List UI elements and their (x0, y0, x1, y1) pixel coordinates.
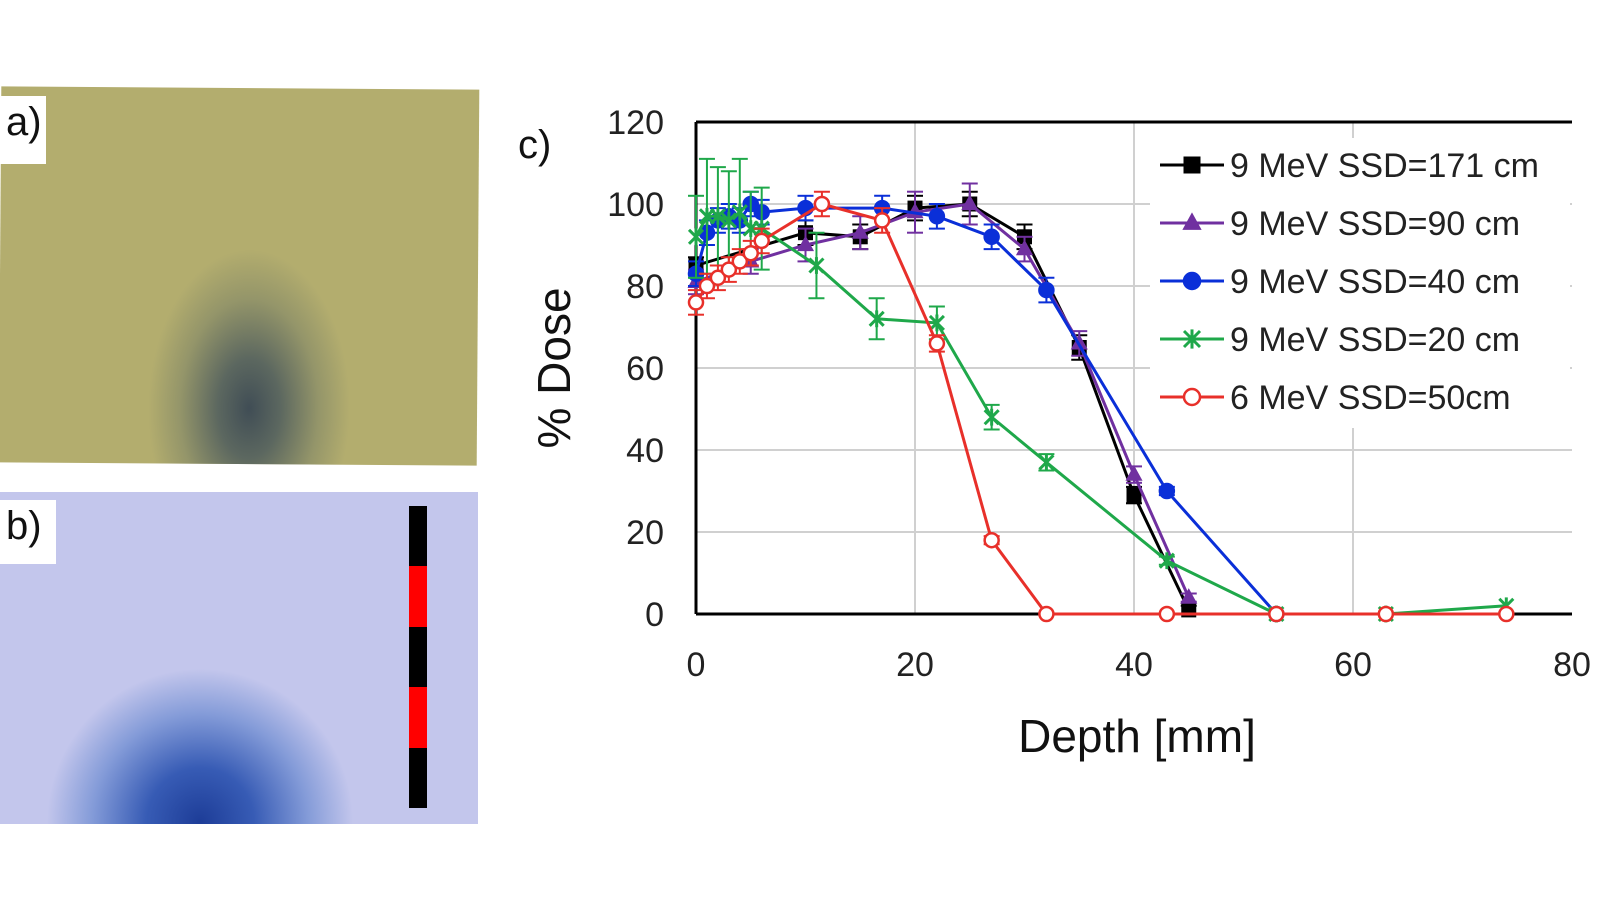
legend-label: 9 MeV SSD=40 cm (1230, 263, 1520, 301)
data-point-marker (1182, 329, 1202, 349)
y-axis-title: % Dose (528, 287, 580, 448)
data-point-marker (753, 232, 770, 250)
scale-bar-segment (409, 687, 427, 748)
data-point-marker (983, 408, 1000, 426)
series-layer (687, 157, 1515, 623)
axes: 0 20 40 60 80 100 120 0 20 40 60 80 (607, 104, 1591, 684)
data-point-marker (813, 195, 831, 213)
data-point-marker (873, 212, 891, 229)
data-point-marker (687, 228, 705, 246)
data-point-marker (1182, 271, 1202, 291)
series-5 (687, 190, 1515, 623)
data-point-marker (796, 235, 815, 252)
series-line (694, 210, 1507, 616)
scale-bar-segment (409, 506, 427, 567)
data-point-marker (1183, 156, 1201, 174)
x-tick-label: 40 (1115, 646, 1153, 684)
scale-bar (409, 506, 427, 808)
data-point-marker (928, 314, 945, 332)
data-point-marker (1038, 453, 1055, 471)
panel-label-a: a) (0, 96, 46, 164)
dose-distribution-b (20, 612, 380, 824)
legend-label: 9 MeV SSD=20 cm (1230, 321, 1520, 359)
scale-bar-segment (409, 566, 427, 627)
data-point-marker (1377, 605, 1395, 623)
y-tick-label: 60 (626, 350, 664, 388)
legend-entry: 9 MeV SSD=171 cm (1160, 147, 1539, 185)
data-point-marker (742, 244, 759, 262)
legend-entry: 9 MeV SSD=40 cm (1160, 263, 1520, 301)
y-tick-label: 20 (626, 514, 664, 552)
data-point-marker (868, 310, 885, 328)
y-tick-label: 80 (626, 268, 664, 306)
legend-background (1150, 138, 1570, 428)
x-tick-label: 20 (896, 646, 934, 684)
data-point-marker (1158, 552, 1175, 570)
series-line (695, 202, 1191, 599)
data-point-marker (720, 212, 737, 229)
data-point-marker (1182, 387, 1202, 407)
data-point-marker (1158, 482, 1176, 500)
data-point-marker (731, 203, 748, 221)
legend-label: 6 MeV SSD=50cm (1230, 379, 1511, 417)
data-point-marker (1038, 281, 1055, 299)
data-point-marker (1268, 605, 1285, 623)
y-tick-label: 100 (607, 186, 664, 224)
legend-entry: 6 MeV SSD=50cm (1160, 379, 1511, 417)
data-point-marker (983, 228, 1000, 246)
data-point-marker (1125, 465, 1143, 481)
data-point-marker (720, 261, 738, 278)
legend-entry: 9 MeV SSD=90 cm (1160, 205, 1520, 243)
data-point-marker (1038, 605, 1055, 623)
data-point-marker (687, 294, 705, 311)
legend-label: 9 MeV SSD=90 cm (1230, 205, 1520, 243)
y-tick-label: 40 (626, 432, 664, 470)
legend-entry: 9 MeV SSD=20 cm (1160, 321, 1520, 359)
data-point-marker (983, 531, 1000, 549)
legend: 9 MeV SSD=171 cm 9 MeV SSD=90 cm 9 MeV SSD… (1150, 138, 1570, 428)
data-point-marker (698, 277, 716, 295)
data-point-marker (1158, 605, 1176, 623)
x-axis-title: Depth [mm] (1018, 710, 1256, 762)
data-point-marker (1182, 212, 1202, 230)
data-point-marker (808, 257, 825, 274)
y-tick-label: 120 (607, 104, 664, 142)
data-point-marker (1180, 588, 1198, 604)
data-point-marker (731, 253, 749, 270)
data-point-marker (709, 207, 726, 225)
data-point-marker (1498, 605, 1515, 623)
scale-bar-segment (409, 626, 427, 688)
data-point-marker (851, 223, 869, 239)
series-1 (688, 190, 1197, 618)
scale-bar-segment (409, 747, 427, 808)
data-point-marker (1015, 239, 1034, 256)
panel-label-b: b) (0, 500, 56, 564)
data-point-marker (928, 208, 946, 225)
x-tick-label: 0 (687, 646, 706, 684)
data-point-marker (928, 335, 946, 352)
x-tick-label: 60 (1334, 646, 1372, 684)
x-tick-label: 80 (1553, 646, 1591, 684)
data-point-marker (961, 194, 979, 211)
data-point-marker (1126, 487, 1142, 503)
legend-label: 9 MeV SSD=171 cm (1230, 147, 1539, 185)
data-point-marker (709, 269, 727, 287)
y-tick-label: 0 (645, 596, 664, 634)
panel-label-c: c) (518, 123, 551, 167)
film-image-b (0, 492, 478, 824)
